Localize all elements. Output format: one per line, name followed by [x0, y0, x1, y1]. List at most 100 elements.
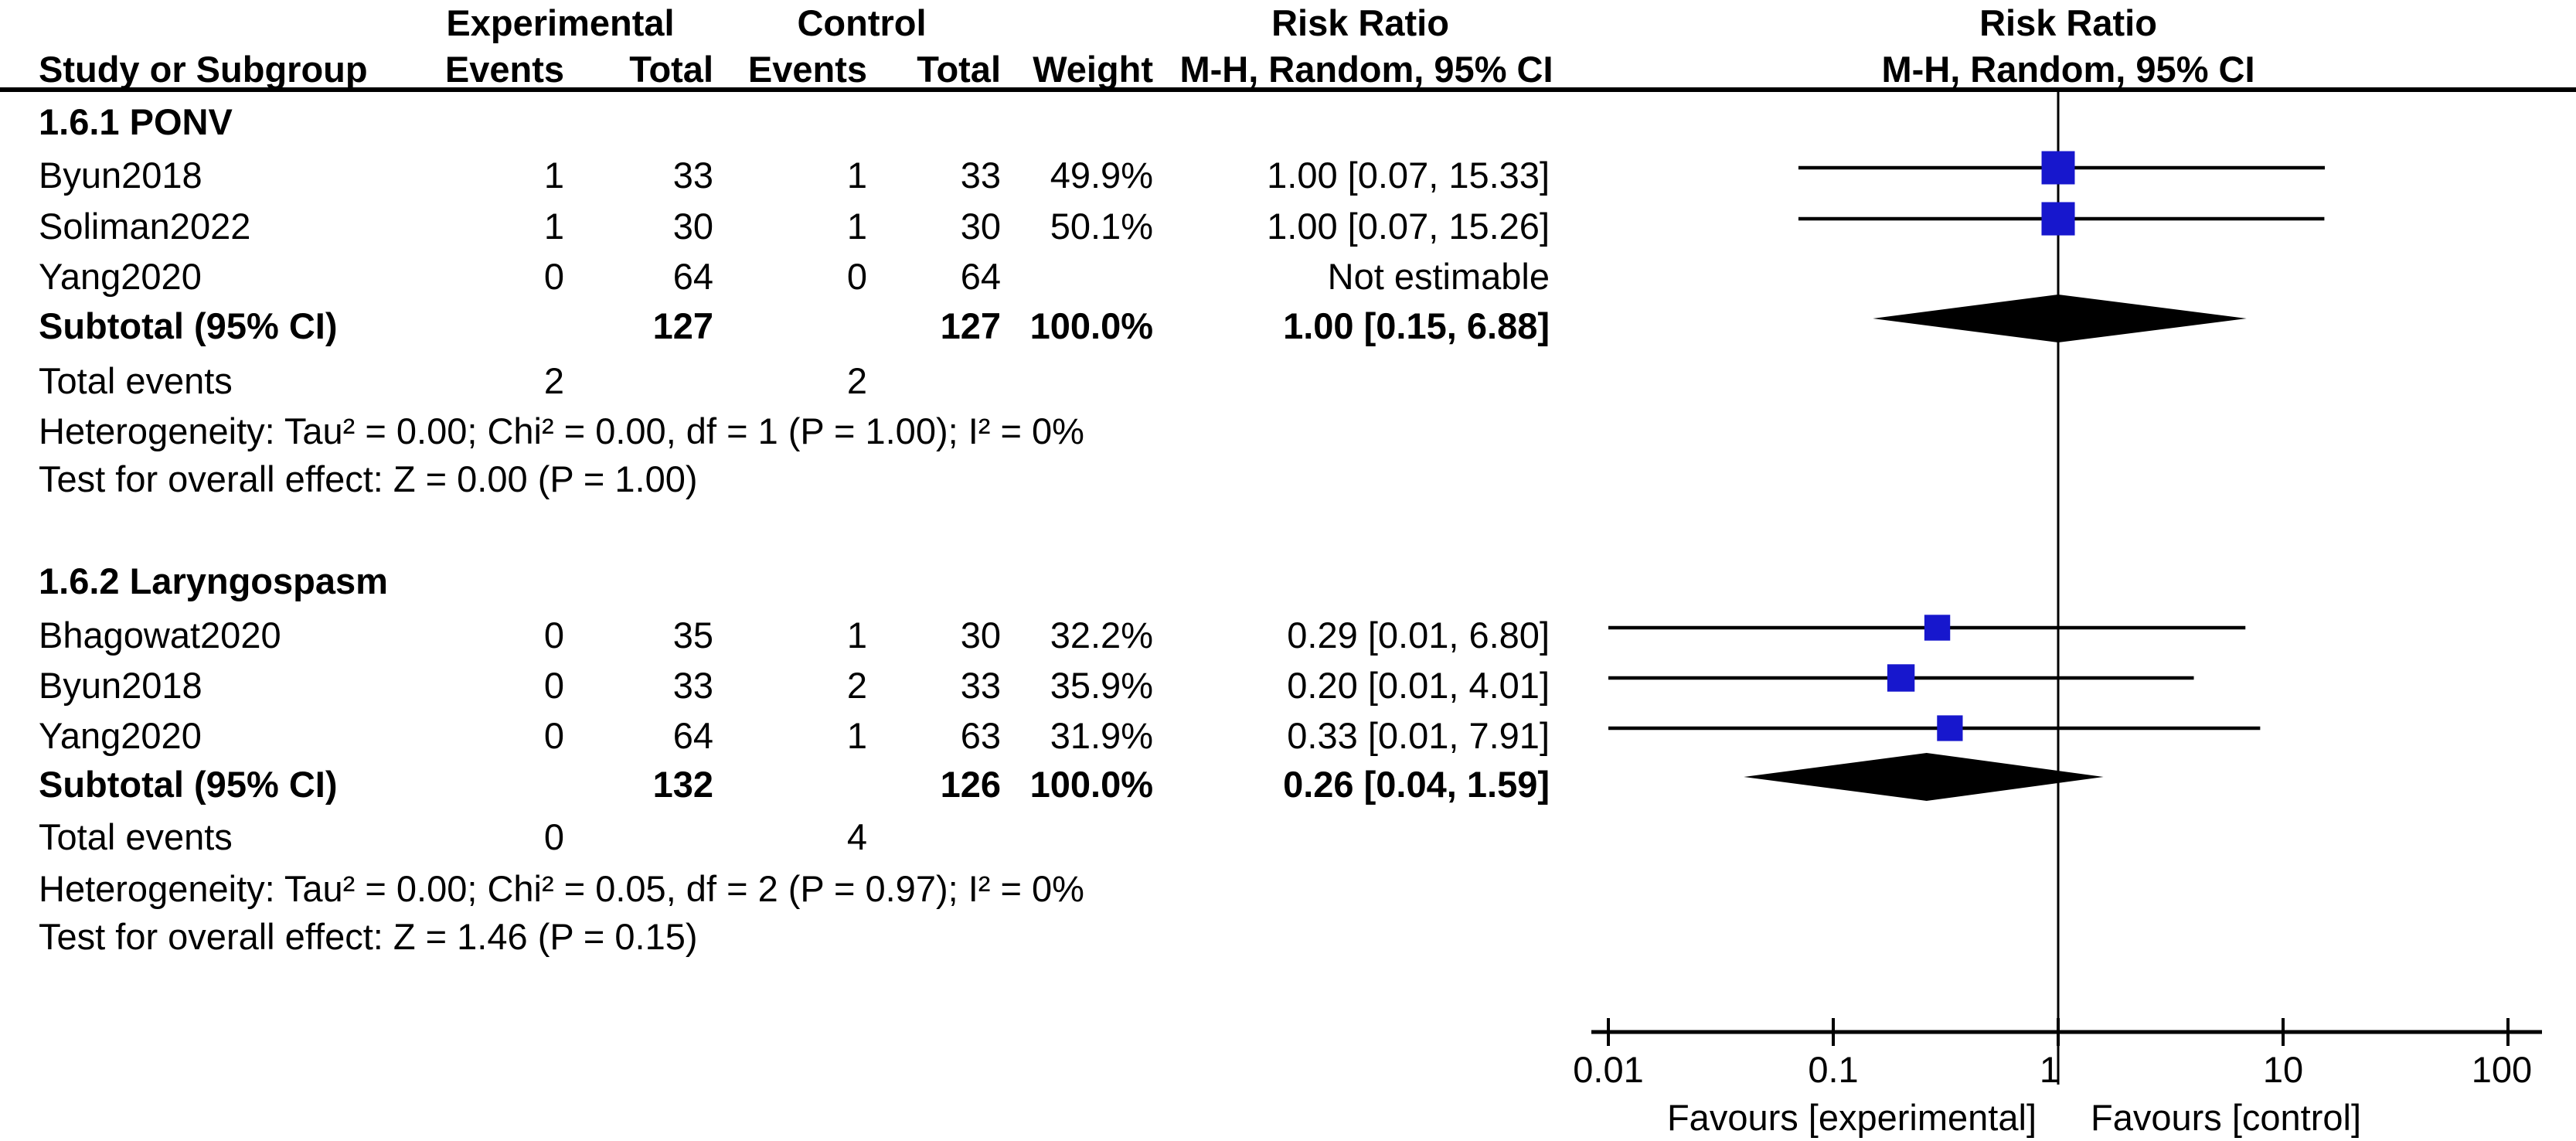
exp-events: 1: [543, 155, 564, 196]
rr-ci-text: 0.29 [0.01, 6.80]: [1287, 615, 1550, 656]
exp-total: 30: [672, 206, 713, 247]
subtotal-ci-text: 1.00 [0.15, 6.88]: [1283, 305, 1550, 346]
study-label: Yang2020: [39, 715, 202, 756]
exp-total: 33: [672, 155, 713, 196]
study-label: Byun2018: [39, 665, 202, 706]
favours-control-label: Favours [control]: [2091, 1097, 2361, 1138]
effect-square: [2041, 202, 2075, 236]
ctrl-total: 33: [960, 665, 1001, 706]
exp-total: 33: [672, 665, 713, 706]
header-study-or-subgroup: Study or Subgroup: [39, 49, 368, 90]
ctrl-events: 2: [846, 665, 867, 706]
study-label: Bhagowat2020: [39, 615, 281, 656]
favours-experimental-label: Favours [experimental]: [1667, 1097, 2037, 1138]
header-exp-total: Total: [629, 49, 713, 90]
header-ctrl-events: Events: [747, 49, 867, 90]
overall-effect-text: Test for overall effect: Z = 0.00 (P = 1…: [39, 458, 698, 499]
heterogeneity-row: Heterogeneity: Tau² = 0.00; Chi² = 0.05,…: [0, 867, 2576, 911]
ctrl-total: 64: [960, 256, 1001, 297]
header-weight: Weight: [1033, 49, 1153, 90]
header-risk-ratio-plot-col: Risk Ratio: [1979, 2, 2157, 43]
study-row: Byun2018 0 33 2 33 35.9% 0.20 [0.01, 4.01]: [0, 664, 2576, 707]
exp-events: 0: [543, 256, 564, 297]
subtotal-row: Subtotal (95% CI) 127 127 100.0% 1.00 [0.15,…: [0, 305, 2576, 348]
subtotal-ctrl-total: 126: [940, 764, 1001, 805]
heterogeneity-text: Heterogeneity: Tau² = 0.00; Chi² = 0.00,…: [39, 410, 1084, 451]
header-risk-ratio-text-col: Risk Ratio: [1271, 2, 1449, 43]
weight: 50.1%: [1050, 206, 1153, 247]
exp-events: 0: [543, 715, 564, 756]
effect-square: [1937, 715, 1963, 741]
effect-square: [2041, 151, 2075, 185]
weight: 32.2%: [1050, 615, 1153, 656]
subtotal-row: Subtotal (95% CI) 132 126 100.0% 0.26 [0.04,…: [0, 763, 2576, 806]
subgroup-title-row: 1.6.2 Laryngospasm: [0, 560, 2576, 603]
header-divider-line: [0, 87, 2576, 92]
ctrl-total: 30: [960, 206, 1001, 247]
study-label: Byun2018: [39, 155, 202, 196]
total-events-ctrl: 2: [846, 360, 867, 401]
weight: 31.9%: [1050, 715, 1153, 756]
exp-events: 1: [543, 206, 564, 247]
overall-effect-row: Test for overall effect: Z = 1.46 (P = 0…: [0, 915, 2576, 959]
tick-label: 1: [2040, 1049, 2060, 1090]
heterogeneity-text: Heterogeneity: Tau² = 0.00; Chi² = 0.05,…: [39, 868, 1084, 909]
tick-label: 100: [2472, 1049, 2532, 1090]
exp-total: 64: [672, 715, 713, 756]
tick-label: 0.01: [1573, 1049, 1643, 1090]
subtotal-diamond: [1873, 295, 2247, 342]
subtotal-diamond: [1744, 753, 2104, 801]
ctrl-events: 0: [846, 256, 867, 297]
subgroup-title-row: 1.6.1 PONV: [0, 100, 2576, 144]
exp-events: 0: [543, 665, 564, 706]
total-events-row: Total events 2 2: [0, 359, 2576, 403]
total-events-row: Total events 0 4: [0, 816, 2576, 859]
weight: 49.9%: [1050, 155, 1153, 196]
total-events-ctrl: 4: [846, 816, 867, 857]
subtotal-ctrl-total: 127: [940, 305, 1001, 346]
subtotal-exp-total: 132: [652, 764, 713, 805]
ctrl-total: 63: [960, 715, 1001, 756]
study-label: Yang2020: [39, 256, 202, 297]
tick-label: 0.1: [1808, 1049, 1858, 1090]
subtotal-ci-text: 0.26 [0.04, 1.59]: [1283, 764, 1550, 805]
subtotal-exp-total: 127: [652, 305, 713, 346]
ctrl-events: 1: [846, 155, 867, 196]
total-events-exp: 2: [543, 360, 564, 401]
study-label: Soliman2022: [39, 206, 251, 247]
exp-events: 0: [543, 615, 564, 656]
weight: 35.9%: [1050, 665, 1153, 706]
header-method-ci-text-col: M-H, Random, 95% CI: [1179, 49, 1553, 90]
subtotal-weight: 100.0%: [1029, 305, 1153, 346]
study-row: Soliman2022 1 30 1 30 50.1% 1.00 [0.07, 15.26]: [0, 205, 2576, 248]
study-row: Bhagowat2020 0 35 1 30 32.2% 0.29 [0.01, 6.80]: [0, 614, 2576, 657]
subtotal-label: Subtotal (95% CI): [39, 764, 338, 805]
ctrl-total: 30: [960, 615, 1001, 656]
total-events-label: Total events: [39, 360, 233, 401]
exp-total: 64: [672, 256, 713, 297]
overall-effect-row: Test for overall effect: Z = 0.00 (P = 1…: [0, 458, 2576, 501]
ctrl-total: 33: [960, 155, 1001, 196]
rr-ci-text: 0.33 [0.01, 7.91]: [1287, 715, 1550, 756]
subgroup-title: 1.6.1 PONV: [39, 101, 233, 142]
ctrl-events: 1: [846, 206, 867, 247]
rr-ci-text: Not estimable: [1327, 256, 1550, 297]
header-method-ci-plot-col: M-H, Random, 95% CI: [1881, 49, 2255, 90]
header-experimental-group: Experimental: [446, 2, 675, 43]
effect-square: [1924, 615, 1951, 641]
header-exp-events: Events: [444, 49, 564, 90]
rr-ci-text: 1.00 [0.07, 15.33]: [1267, 155, 1550, 196]
study-row: Yang2020 0 64 0 64 Not estimable: [0, 255, 2576, 298]
exp-total: 35: [672, 615, 713, 656]
rr-ci-text: 0.20 [0.01, 4.01]: [1287, 665, 1550, 706]
header-ctrl-total: Total: [917, 49, 1001, 90]
study-row: Byun2018 1 33 1 33 49.9% 1.00 [0.07, 15.33]: [0, 154, 2576, 197]
total-events-label: Total events: [39, 816, 233, 857]
header-control-group: Control: [797, 2, 927, 43]
subtotal-label: Subtotal (95% CI): [39, 305, 338, 346]
overall-effect-text: Test for overall effect: Z = 1.46 (P = 0…: [39, 916, 698, 957]
heterogeneity-row: Heterogeneity: Tau² = 0.00; Chi² = 0.00,…: [0, 410, 2576, 453]
subgroup-title: 1.6.2 Laryngospasm: [39, 560, 388, 601]
